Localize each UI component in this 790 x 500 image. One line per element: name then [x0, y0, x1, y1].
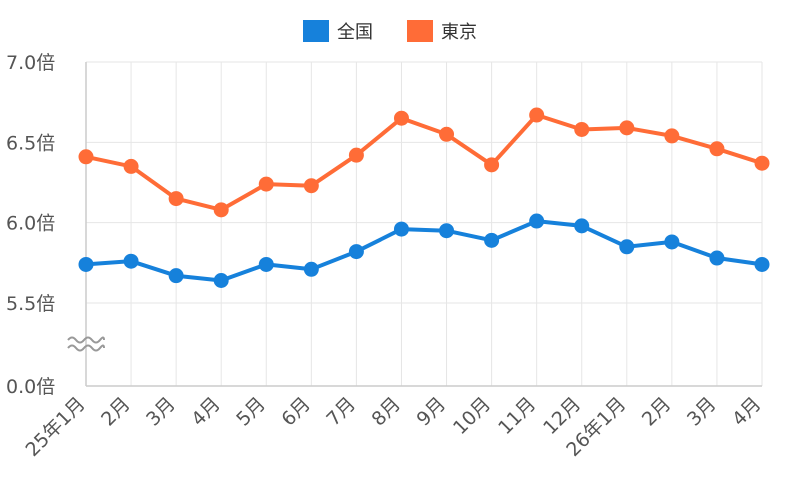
y-tick-label: 7.0倍 — [6, 52, 55, 74]
data-point-2-13 — [619, 120, 635, 136]
data-point-1-14 — [664, 234, 680, 250]
data-point-1-4 — [213, 273, 229, 289]
y-tick-label: 6.5倍 — [6, 132, 55, 154]
y-axis: 7.0倍 6.5倍 6.0倍 5.5倍 0.0倍 — [6, 52, 105, 398]
data-point-2-11 — [529, 107, 545, 123]
x-tick-label: 2月 — [97, 393, 135, 431]
data-point-2-9 — [439, 126, 455, 142]
data-point-1-5 — [258, 256, 274, 272]
data-point-2-4 — [213, 202, 229, 218]
data-point-2-1 — [78, 149, 94, 165]
x-tick-label: 9月 — [413, 393, 451, 431]
y-tick-label: 5.5倍 — [6, 293, 55, 315]
data-point-1-9 — [439, 223, 455, 239]
x-tick-label: 4月 — [187, 393, 225, 431]
data-point-1-16 — [754, 256, 770, 272]
x-tick-label: 10月 — [449, 393, 495, 439]
series-layer — [78, 107, 770, 289]
data-point-2-3 — [168, 191, 184, 207]
x-tick-label: 4月 — [728, 393, 766, 431]
data-point-1-3 — [168, 268, 184, 284]
x-tick-label: 5月 — [232, 393, 270, 431]
data-point-1-8 — [393, 221, 409, 237]
data-point-1-11 — [529, 213, 545, 229]
data-point-2-5 — [258, 176, 274, 192]
legend: 全国 東京 — [303, 20, 477, 43]
data-point-2-16 — [754, 155, 770, 171]
data-point-1-10 — [484, 232, 500, 248]
data-point-2-8 — [393, 110, 409, 126]
legend-swatch-2 — [407, 20, 433, 42]
data-point-2-12 — [574, 121, 590, 137]
axis-break-line — [67, 336, 105, 344]
data-point-2-7 — [348, 147, 364, 163]
data-point-2-10 — [484, 157, 500, 173]
x-tick-label: 11月 — [494, 393, 540, 439]
data-point-1-15 — [709, 250, 725, 266]
x-tick-label: 7月 — [322, 393, 360, 431]
axis-break-line — [67, 344, 105, 352]
series-line-2 — [85, 113, 763, 212]
grid — [85, 61, 763, 387]
x-tick-label: 3月 — [142, 393, 180, 431]
data-point-1-7 — [348, 244, 364, 260]
legend-label-1: 全国 — [337, 22, 373, 43]
data-point-1-1 — [78, 256, 94, 272]
legend-swatch-1 — [303, 20, 329, 42]
y-tick-label: 0.0倍 — [6, 376, 55, 398]
data-point-2-15 — [709, 141, 725, 157]
x-tick-label: 8月 — [367, 393, 405, 431]
y-tick-label: 6.0倍 — [6, 213, 55, 235]
data-point-2-6 — [303, 178, 319, 194]
x-tick-label: 3月 — [683, 393, 721, 431]
x-tick-label: 6月 — [277, 393, 315, 431]
x-tick-label: 25年1月 — [21, 393, 89, 461]
data-point-1-6 — [303, 261, 319, 277]
legend-label-2: 東京 — [441, 22, 477, 43]
data-point-1-12 — [574, 218, 590, 234]
data-point-1-2 — [123, 253, 139, 269]
data-point-2-14 — [664, 128, 680, 144]
x-tick-label: 2月 — [638, 393, 676, 431]
data-point-1-13 — [619, 239, 635, 255]
data-point-2-2 — [123, 158, 139, 174]
series-line-1 — [85, 219, 763, 283]
